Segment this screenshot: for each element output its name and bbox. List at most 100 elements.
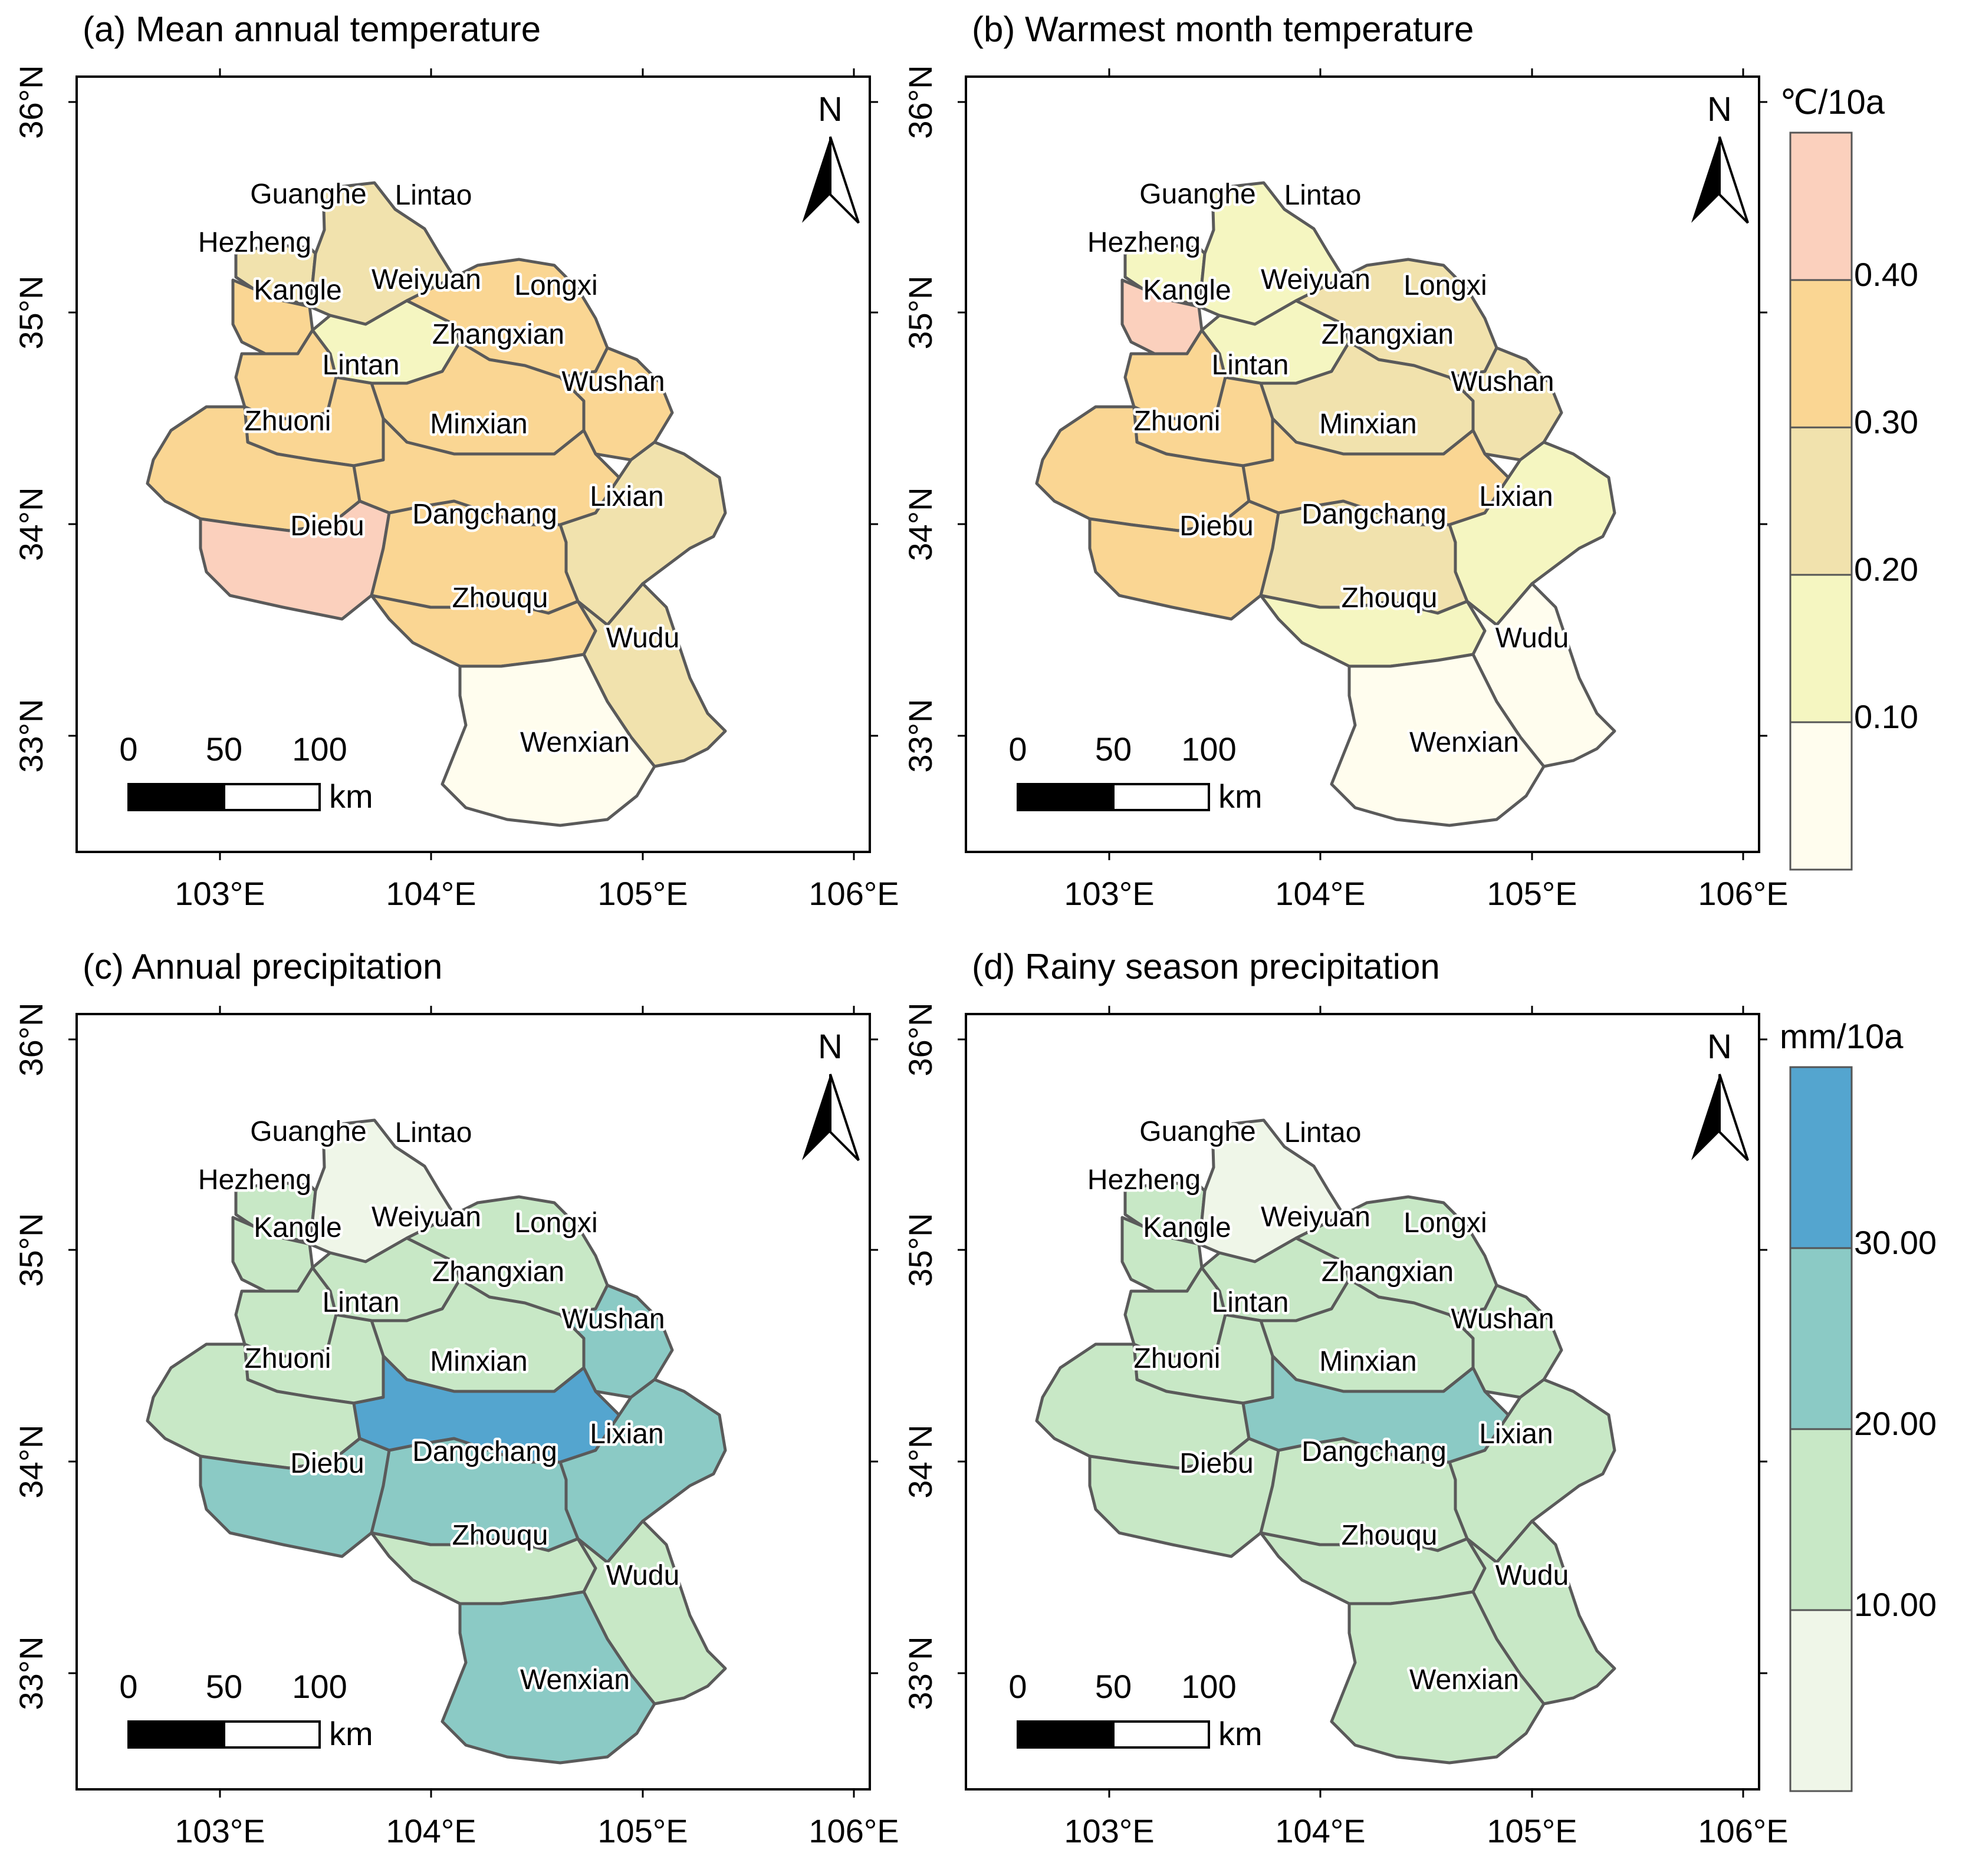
map-frame (965, 75, 1760, 853)
county-label-kangle: Kangle (1143, 1212, 1231, 1243)
county-label-zhangxian: Zhangxian (432, 1256, 564, 1288)
county-label-zhouqu: Zhouqu (1342, 582, 1438, 614)
scale-bar: 0 50 100 km (1008, 1668, 1262, 1752)
county-label-wenxian: Wenxian (520, 727, 630, 758)
lat-tick-label: 35°N (12, 275, 50, 349)
scale-label: 100 (1181, 730, 1236, 768)
scale-label: 100 (292, 730, 347, 768)
county-label-hezheng: Hezheng (198, 1164, 311, 1196)
county-label-lintan: Lintan (323, 1287, 400, 1318)
county-map (146, 1118, 727, 1765)
lon-tick-label: 104°E (1275, 1812, 1365, 1849)
north-arrow-icon: N (802, 1028, 860, 1161)
map-panel-a: (a) Mean annual temperature 103°E 104°E 105… (12, 9, 899, 912)
north-arrow-left (1691, 1074, 1720, 1160)
county-label-diebu: Diebu (290, 511, 364, 542)
county-wenxian (1330, 653, 1546, 827)
county-map (1035, 181, 1616, 827)
county-label-lintan: Lintan (1212, 1287, 1289, 1318)
lon-tick-label: 105°E (1487, 875, 1577, 912)
lon-tick-label: 106°E (1698, 1812, 1788, 1849)
legend-swatch (1789, 1066, 1853, 1249)
county-map (146, 181, 727, 827)
scale-label: 0 (119, 730, 137, 768)
temperature-legend: ℃/10a 0.40 0.30 0.20 0.10 (1780, 83, 1918, 871)
north-label: N (818, 90, 843, 129)
county-label-wudu: Wudu (1495, 623, 1569, 654)
county-label-zhuoni: Zhuoni (245, 1343, 331, 1374)
scale-unit: km (1218, 778, 1263, 815)
lat-tick-label: 34°N (902, 1424, 939, 1498)
panel-title: (a) Mean annual temperature (83, 9, 541, 49)
county-label-wenxian: Wenxian (520, 1664, 630, 1696)
scale-label: 50 (1095, 730, 1132, 768)
lat-tick-label: 33°N (12, 699, 50, 772)
north-label: N (818, 1028, 843, 1066)
north-arrow-icon: N (1691, 1028, 1749, 1161)
county-wushan (1448, 1283, 1563, 1399)
legend-unit: ℃/10a (1780, 83, 1885, 121)
lat-tick-label: 36°N (12, 1002, 50, 1076)
scale-label: 0 (1008, 1668, 1027, 1705)
scale-bar-white (223, 783, 321, 811)
north-arrow-right (829, 1074, 860, 1161)
north-label: N (1707, 90, 1732, 129)
county-label-wudu: Wudu (606, 1560, 680, 1591)
north-arrow-icon: N (1691, 90, 1749, 224)
map-panel-c: (c) Annual precipitation 103°E 104°E 105°E 1… (12, 947, 899, 1849)
county-label-zhuoni: Zhuoni (1134, 1343, 1221, 1374)
panel-title: (b) Warmest month temperature (972, 9, 1474, 49)
county-label-wenxian: Wenxian (1409, 1664, 1519, 1696)
scale-bar-white (1112, 1720, 1210, 1749)
north-arrow-icon: N (802, 90, 860, 224)
scale-label: 100 (1181, 1668, 1236, 1705)
legend-swatch (1789, 426, 1853, 576)
county-label-zhuoni: Zhuoni (245, 406, 331, 437)
map-panel-b: (b) Warmest month temperature 103°E 104°E 1… (902, 9, 1789, 912)
lon-tick-label: 103°E (175, 1812, 265, 1849)
scale-bar-black (1017, 1720, 1115, 1749)
north-arrow-left (802, 1074, 830, 1160)
lon-tick-label: 106°E (1698, 875, 1788, 912)
legend-tick: 0.20 (1854, 551, 1918, 588)
county-wenxian (1330, 1590, 1546, 1765)
lat-tick-label: 33°N (902, 699, 939, 772)
county-label-zhouqu: Zhouqu (452, 582, 548, 614)
lat-tick-label: 35°N (12, 1213, 50, 1286)
legend-tick: 0.40 (1854, 256, 1918, 293)
scale-bar-white (1112, 783, 1210, 811)
county-label-diebu: Diebu (1179, 1448, 1253, 1479)
legend-swatch (1789, 131, 1853, 281)
county-label-hezheng: Hezheng (1087, 1164, 1201, 1196)
lat-tick-label: 33°N (12, 1636, 50, 1710)
county-label-diebu: Diebu (290, 1448, 364, 1479)
county-label-zhangxian: Zhangxian (1322, 1256, 1454, 1288)
scale-unit: km (329, 1715, 373, 1752)
county-label-wenxian: Wenxian (1409, 727, 1519, 758)
precipitation-legend: mm/10a 30.00 20.00 10.00 (1780, 1018, 1937, 1792)
county-label-lixian: Lixian (590, 1418, 663, 1450)
legend-unit: mm/10a (1780, 1018, 1904, 1056)
panel-title: (d) Rainy season precipitation (972, 947, 1440, 986)
scale-label: 100 (292, 1668, 347, 1705)
scale-bar: 0 50 100 km (1008, 730, 1262, 815)
lon-tick-label: 103°E (175, 875, 265, 912)
county-label-wushan: Wushan (1451, 366, 1554, 397)
map-frame (75, 75, 871, 853)
legend-tick: 30.00 (1854, 1224, 1937, 1261)
scale-label: 0 (119, 1668, 137, 1705)
county-label-wudu: Wudu (1495, 1560, 1569, 1591)
north-label: N (1707, 1028, 1732, 1066)
lon-tick-label: 106°E (808, 875, 899, 912)
county-label-kangle: Kangle (254, 275, 341, 306)
panel-title: (c) Annual precipitation (83, 947, 442, 986)
scale-bar-black (127, 1720, 225, 1749)
county-label-zhangxian: Zhangxian (432, 319, 564, 350)
map-panel-d: (d) Rainy season precipitation 103°E 104°E… (902, 947, 1789, 1849)
legend-swatch (1789, 574, 1853, 723)
legend-swatch (1789, 721, 1853, 871)
north-arrow-right (829, 136, 860, 224)
scale-label: 50 (206, 730, 242, 768)
county-label-dangchang: Dangchang (412, 1436, 557, 1467)
